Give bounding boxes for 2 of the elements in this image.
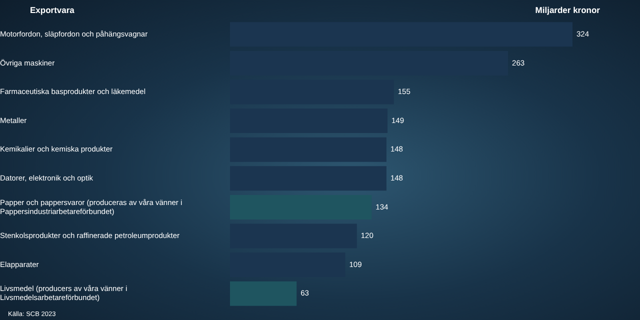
y-axis-title: Exportvara xyxy=(30,5,75,15)
x-axis-title: Miljarder kronor xyxy=(535,5,601,15)
